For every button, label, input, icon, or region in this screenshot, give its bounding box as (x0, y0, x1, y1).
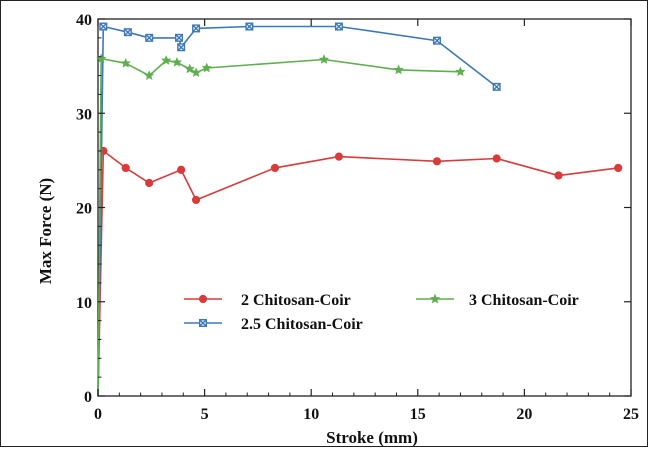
axes-layer: 0 5 10 15 20 25 0 10 20 30 40 (76, 12, 639, 423)
data-point (201, 62, 212, 73)
series-0 (97, 146, 623, 397)
x-tick-label: 0 (94, 406, 102, 423)
legend-marker-cross (199, 319, 207, 327)
data-point (144, 70, 155, 80)
data-point (96, 53, 107, 63)
data-point-cross (192, 24, 200, 33)
data-point (393, 64, 404, 75)
data-point (145, 33, 154, 42)
y-tick-label: 40 (76, 12, 92, 29)
data-point-cross (175, 34, 183, 42)
x-tick-label: 25 (623, 406, 639, 423)
data-point-cross (177, 43, 185, 52)
data-point (177, 165, 186, 174)
data-point (192, 24, 201, 33)
series-1 (97, 22, 501, 397)
data-point (432, 157, 442, 166)
data-point (121, 163, 130, 173)
data-point-cross (492, 83, 501, 91)
data-point (318, 54, 330, 64)
data-point (334, 152, 344, 161)
legend-marker (429, 293, 441, 304)
data-point (455, 66, 466, 77)
legend-label: 3 Chitosan-Coir (469, 292, 579, 309)
data-point (161, 55, 172, 65)
y-tick-label: 0 (84, 389, 92, 406)
data-point (614, 163, 623, 173)
plot-border (97, 18, 632, 397)
data-point (432, 36, 441, 45)
legend-marker (198, 294, 208, 304)
legend: 2 Chitosan-Coir 3 Chitosan-Coir 2.5 Chitos… (184, 292, 579, 333)
data-point (184, 63, 195, 74)
legend-item: 2.5 Chitosan-Coir (184, 316, 363, 333)
x-tick-label: 10 (303, 406, 319, 423)
data-point-cross (99, 22, 108, 31)
data-point (190, 67, 202, 78)
data-point-cross (245, 22, 254, 31)
data-point (492, 82, 501, 91)
data-point (171, 57, 183, 67)
data-point (99, 22, 108, 31)
data-point (177, 43, 186, 52)
data-point (270, 163, 280, 173)
data-point (191, 195, 201, 205)
data-point (334, 22, 343, 31)
x-tick-label: 15 (410, 406, 426, 423)
series-layer (96, 22, 623, 397)
data-point-cross (335, 22, 343, 31)
data-point (123, 28, 132, 37)
plot-area (97, 18, 632, 397)
data-point-cross (124, 28, 132, 36)
legend-label: 2.5 Chitosan-Coir (241, 316, 363, 333)
x-tick-label: 20 (516, 406, 532, 423)
x-axis-label: Stroke (mm) (326, 428, 418, 446)
series-line (97, 149, 619, 397)
data-point (492, 154, 501, 163)
data-point (245, 22, 254, 31)
series-2 (96, 53, 466, 397)
y-tick-label: 30 (76, 106, 92, 123)
legend-item: 2 Chitosan-Coir (184, 292, 351, 309)
data-point (120, 57, 131, 68)
legend-label: 2 Chitosan-Coir (241, 292, 351, 309)
y-tick-label: 10 (76, 295, 92, 312)
y-axis-label: Max Force (N) (36, 178, 55, 284)
data-point (554, 171, 563, 180)
data-point (175, 33, 184, 42)
data-point (145, 178, 154, 188)
legend-item: 3 Chitosan-Coir (416, 292, 579, 309)
legend-marker (198, 319, 207, 328)
x-tick-label: 5 (201, 406, 209, 423)
data-point-cross (145, 34, 153, 42)
y-tick-label: 20 (76, 201, 92, 218)
data-point-cross (433, 36, 441, 45)
